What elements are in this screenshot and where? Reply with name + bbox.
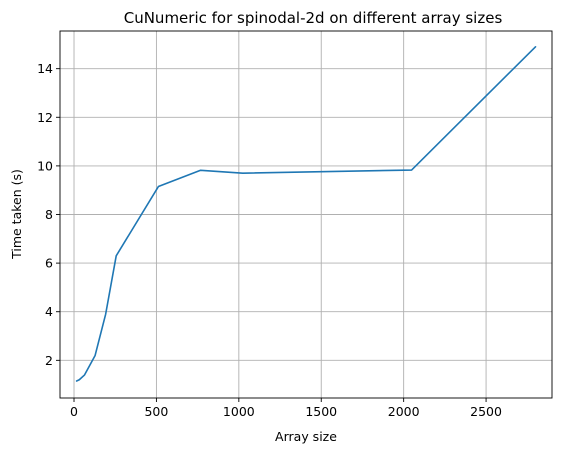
- x-tick-label: 1000: [223, 404, 255, 419]
- x-tick-label: 0: [70, 404, 78, 419]
- x-tick-label: 2000: [388, 404, 420, 419]
- chart-title: CuNumeric for spinodal-2d on different a…: [124, 9, 503, 27]
- series-layer: [75, 45, 537, 382]
- ticks: 0 500 1000 1500 2000 2500 2 4 6 8 10 12 14: [37, 61, 502, 419]
- x-tick-label: 1500: [305, 404, 337, 419]
- x-tick-label: 2500: [470, 404, 502, 419]
- grid: [60, 31, 552, 398]
- series-line: [75, 45, 537, 382]
- y-tick-label: 12: [37, 110, 53, 125]
- y-tick-label: 10: [37, 158, 53, 173]
- y-tick-label: 6: [45, 256, 53, 271]
- y-tick-label: 8: [45, 207, 53, 222]
- y-tick-label: 2: [45, 353, 53, 368]
- x-tick-label: 500: [144, 404, 168, 419]
- y-axis-label: Time taken (s): [9, 169, 24, 260]
- x-axis-label: Array size: [275, 429, 337, 444]
- y-tick-label: 14: [37, 61, 53, 76]
- y-tick-label: 4: [45, 304, 53, 319]
